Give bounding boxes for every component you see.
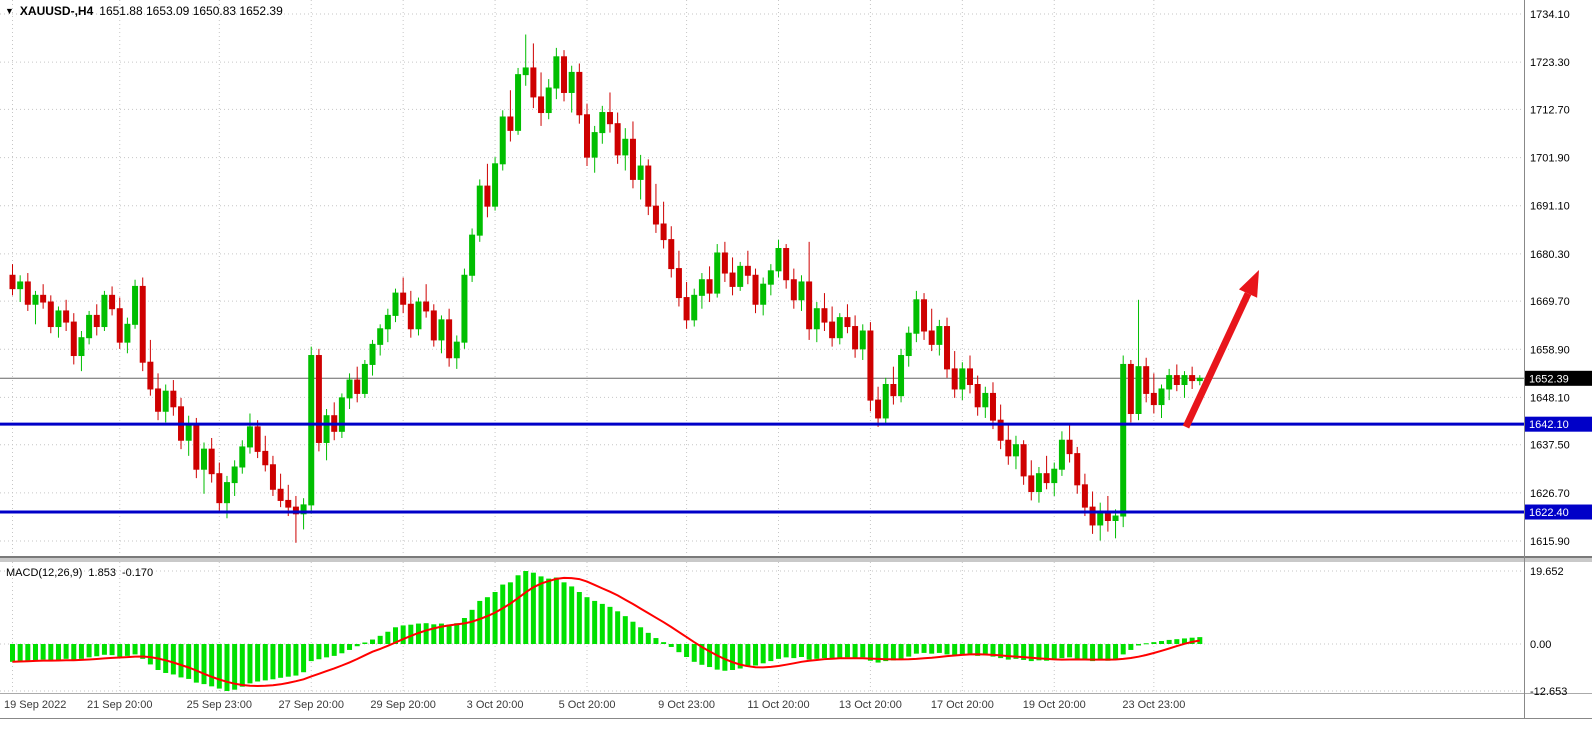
svg-text:1648.10: 1648.10 (1530, 392, 1570, 404)
svg-text:1723.30: 1723.30 (1530, 57, 1570, 69)
ohlc-values-label: 1651.88 1653.09 1650.83 1652.39 (99, 4, 283, 18)
level-price-tag[interactable]: 1622.40 (1525, 504, 1592, 520)
grid-lines (0, 0, 1524, 692)
svg-text:1701.90: 1701.90 (1530, 153, 1570, 165)
svg-text:27 Sep 20:00: 27 Sep 20:00 (279, 699, 344, 711)
svg-text:1669.70: 1669.70 (1530, 296, 1570, 308)
svg-text:1712.70: 1712.70 (1530, 104, 1570, 116)
svg-text:1734.10: 1734.10 (1530, 9, 1570, 21)
candlestick-series (9, 34, 1203, 543)
svg-text:1615.90: 1615.90 (1530, 536, 1570, 548)
svg-text:1637.50: 1637.50 (1530, 440, 1570, 452)
chart-title: ▼ XAUUSD-,H4 1651.88 1653.09 1650.83 165… (5, 4, 283, 18)
time-axis-labels: 19 Sep 2022 21 Sep 20:00 25 Sep 23:00 27 Se… (4, 699, 1185, 711)
svg-text:25 Sep 23:00: 25 Sep 23:00 (187, 699, 252, 711)
svg-text:17 Oct 20:00: 17 Oct 20:00 (931, 699, 994, 711)
svg-text:-12.653: -12.653 (1530, 686, 1567, 698)
svg-text:1626.70: 1626.70 (1530, 488, 1570, 500)
svg-text:1691.10: 1691.10 (1530, 201, 1570, 213)
svg-text:19 Oct 20:00: 19 Oct 20:00 (1023, 699, 1086, 711)
svg-text:1622.40: 1622.40 (1529, 507, 1569, 519)
svg-text:5 Oct 20:00: 5 Oct 20:00 (559, 699, 616, 711)
symbol-timeframe-label: XAUUSD-,H4 (19, 4, 94, 18)
svg-text:9 Oct 23:00: 9 Oct 23:00 (658, 699, 715, 711)
svg-text:29 Sep 20:00: 29 Sep 20:00 (370, 699, 435, 711)
chart-menu-icon[interactable]: ▼ (5, 6, 14, 16)
panel-divider[interactable] (0, 556, 1592, 558)
svg-text:1642.10: 1642.10 (1529, 419, 1569, 431)
svg-text:21 Sep 20:00: 21 Sep 20:00 (87, 699, 152, 711)
level-price-tag[interactable]: 1642.10 (1525, 416, 1592, 432)
price-axis-labels: 1734.10 1723.30 1712.70 1701.90 1691.10 1680.… (1530, 9, 1570, 698)
panel-divider-grip[interactable] (0, 558, 1592, 562)
macd-main-value: 1.853 (88, 567, 116, 579)
svg-text:0.00: 0.00 (1530, 639, 1551, 651)
svg-text:11 Oct 20:00: 11 Oct 20:00 (747, 699, 809, 711)
svg-text:1680.30: 1680.30 (1530, 249, 1570, 261)
macd-title: MACD(12,26,9) (6, 567, 83, 579)
svg-text:1652.39: 1652.39 (1529, 373, 1569, 385)
macd-indicator-label: MACD(12,26,9) 1.853 -0.170 (6, 567, 153, 579)
macd-signal-value: -0.170 (121, 567, 154, 579)
svg-text:19.652: 19.652 (1530, 566, 1564, 578)
macd-signal-line (12, 576, 1200, 688)
svg-text:1658.90: 1658.90 (1530, 344, 1570, 356)
svg-text:19 Sep 2022: 19 Sep 2022 (4, 699, 66, 711)
svg-text:3 Oct 20:00: 3 Oct 20:00 (467, 699, 524, 711)
current-price-tag[interactable]: 1652.39 (1525, 370, 1592, 386)
macd-histogram (10, 571, 1203, 692)
svg-text:13 Oct 20:00: 13 Oct 20:00 (839, 699, 902, 711)
trend-arrow-annotation[interactable] (1182, 270, 1259, 429)
svg-text:23 Oct 23:00: 23 Oct 23:00 (1122, 699, 1185, 711)
